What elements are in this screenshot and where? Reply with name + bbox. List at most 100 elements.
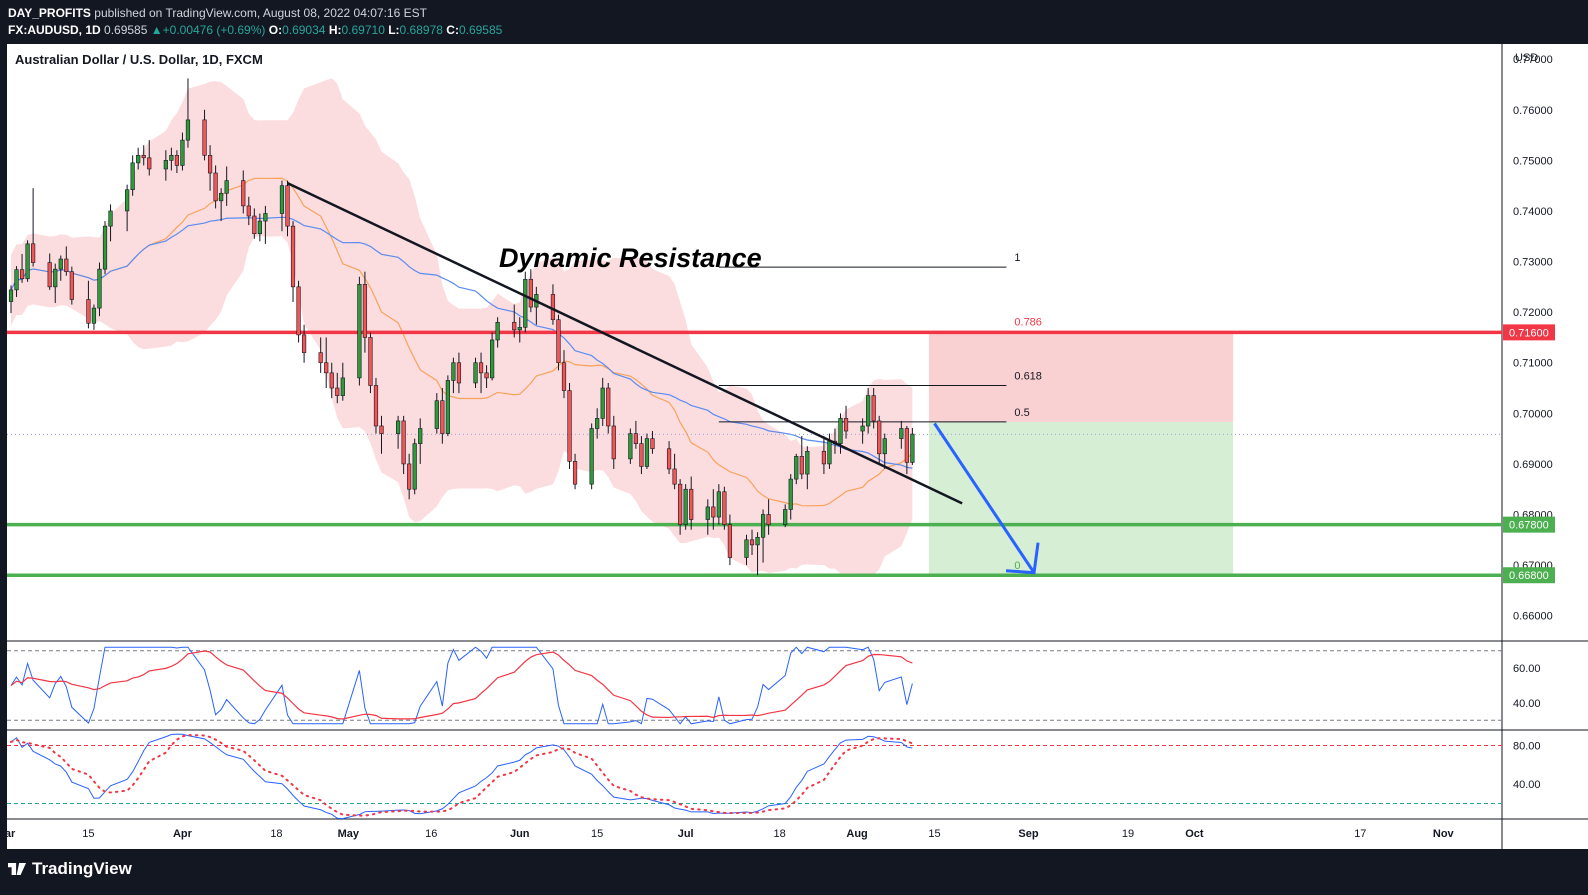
dynamic-resistance-trendline[interactable] xyxy=(286,182,963,505)
candle-body xyxy=(252,215,257,235)
level-price-label: 0.67800 xyxy=(1509,520,1549,532)
candle xyxy=(821,436,827,475)
publisher-name[interactable]: DAY_PROFITS xyxy=(8,6,91,20)
candle xyxy=(434,393,439,434)
candle-body xyxy=(301,334,307,353)
stoch-tick-label: 80.00 xyxy=(1513,741,1541,753)
candle xyxy=(882,433,887,469)
candle-body xyxy=(838,418,843,444)
candle-body xyxy=(141,155,146,159)
fib-label-3: 0.5 xyxy=(1014,407,1029,419)
candle-body xyxy=(484,372,489,379)
candle xyxy=(606,382,611,434)
candle-body xyxy=(97,268,102,309)
x-tick-label: 15 xyxy=(928,828,940,840)
candle xyxy=(904,425,909,475)
candle-body xyxy=(473,362,478,384)
candle-body xyxy=(31,243,36,263)
price-axis[interactable]: 0.77000 0.76000 0.75000 0.74000 0.73000 0.720… xyxy=(1503,54,1555,791)
candle xyxy=(683,484,688,530)
candle xyxy=(838,413,843,454)
tradingview-logo[interactable]: TradingView xyxy=(8,859,132,879)
candle xyxy=(716,484,721,525)
candle-body xyxy=(877,420,882,455)
candle-body xyxy=(606,387,611,427)
high-value: 0.69710 xyxy=(341,23,385,37)
y-tick-label: 0.66000 xyxy=(1513,611,1553,623)
candle xyxy=(407,453,412,500)
trendline xyxy=(286,182,963,505)
candle-body xyxy=(174,155,180,166)
level-price-tag xyxy=(1503,516,1555,533)
price-change: +0.00476 (+0.69%) xyxy=(162,23,266,37)
candle xyxy=(219,188,224,222)
candle-body xyxy=(445,380,450,434)
candle-body xyxy=(130,162,135,191)
candle-body xyxy=(296,286,301,336)
candle xyxy=(379,415,384,454)
low-label: L: xyxy=(388,23,400,37)
candle-body xyxy=(285,185,290,227)
candle xyxy=(711,489,716,530)
candle-body xyxy=(766,514,771,525)
candle-body xyxy=(805,450,810,475)
y-tick-label: 0.74000 xyxy=(1513,206,1553,218)
candle-body xyxy=(53,268,58,288)
candle xyxy=(252,208,257,239)
chart-panel[interactable]: 1 0.786 0.618 0.5 0 0.77000 0.76000 0.75000 0.7… xyxy=(0,44,1588,849)
candle xyxy=(689,476,694,530)
candle-body xyxy=(279,185,285,214)
candle xyxy=(329,362,334,399)
candle xyxy=(58,255,63,281)
candle-body xyxy=(207,155,213,174)
x-tick-label: May xyxy=(338,828,360,840)
candle xyxy=(25,240,30,282)
candle-body xyxy=(451,362,456,381)
candle-body xyxy=(412,443,417,490)
candle-body xyxy=(318,352,323,364)
candle xyxy=(589,423,594,490)
close-label: C: xyxy=(446,23,459,37)
take-profit-zone xyxy=(928,421,1234,576)
candle-body xyxy=(263,213,268,222)
candle xyxy=(174,150,180,174)
currency-label: USD xyxy=(1515,52,1538,64)
stoch-tick-label: 40.00 xyxy=(1513,779,1541,791)
candle xyxy=(628,428,633,464)
candle xyxy=(290,221,296,303)
candle xyxy=(86,280,91,329)
candle xyxy=(185,78,191,148)
candle-body xyxy=(755,536,760,546)
moving-averages xyxy=(10,177,913,507)
bollinger-band xyxy=(11,78,913,576)
candle xyxy=(843,405,849,439)
candle-body xyxy=(760,514,766,538)
candle xyxy=(279,180,285,232)
candle-body xyxy=(843,418,849,432)
candle xyxy=(744,534,749,566)
candle xyxy=(47,253,52,290)
x-tick-label: 16 xyxy=(425,828,437,840)
fib-label-0: 1 xyxy=(1014,252,1020,264)
candle-body xyxy=(324,362,329,374)
x-tick-label: Apr xyxy=(173,828,193,840)
candle xyxy=(705,499,710,535)
candle-body xyxy=(523,278,528,328)
candle-body xyxy=(185,119,191,141)
candle xyxy=(495,317,500,348)
y-tick-label: 0.72000 xyxy=(1513,307,1553,319)
candle-body xyxy=(401,420,406,465)
bearish-arrow[interactable] xyxy=(933,422,1040,575)
candle-body xyxy=(904,428,909,463)
candle xyxy=(910,428,915,465)
candle-body xyxy=(169,155,174,161)
candle xyxy=(760,509,766,563)
time-axis[interactable]: Mar 15 Apr 18 May 16 Jun 15 Jul 18 Aug 15 Sep 19 Oct 17… xyxy=(0,828,1455,840)
candle xyxy=(241,170,246,214)
candle-body xyxy=(589,428,594,485)
candle-body xyxy=(628,433,633,460)
candle-body xyxy=(478,362,484,374)
candle xyxy=(285,180,290,237)
candle-body xyxy=(357,284,362,379)
